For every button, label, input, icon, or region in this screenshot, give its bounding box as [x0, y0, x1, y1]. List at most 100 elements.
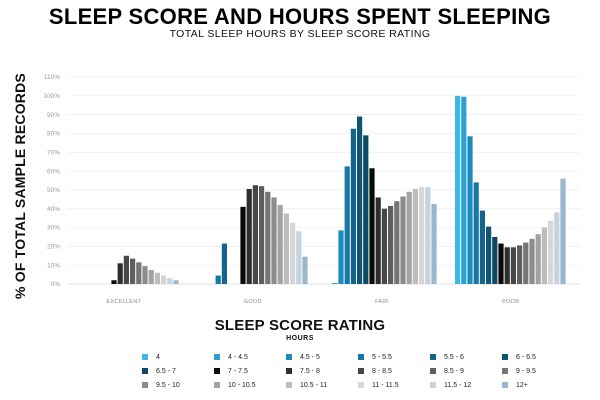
legend-swatch	[142, 354, 148, 360]
bar	[510, 247, 516, 284]
y-tick-label: 80%	[47, 131, 60, 138]
legend-item: 7.5 - 8	[286, 366, 320, 376]
y-tick-labels: 0% 10% 20% 30% 40% 50% 60% 70% 80% 90% 100% 110%	[43, 74, 60, 288]
bar	[215, 275, 221, 284]
chart-title: SLEEP SCORE AND HOURS SPENT SLEEPING	[48, 4, 552, 29]
legend-swatch	[286, 354, 292, 360]
legend-swatch	[502, 354, 508, 360]
legend-label: 11 - 11.5	[372, 381, 399, 389]
bar	[117, 263, 123, 284]
legend-item: 6.5 - 7	[142, 366, 176, 376]
category-label: EXCELLENT	[106, 299, 141, 305]
legend-swatch	[502, 368, 508, 374]
bar	[167, 278, 173, 284]
bar	[246, 188, 252, 284]
legend-swatch	[358, 368, 364, 374]
bar	[535, 234, 541, 284]
legend-swatch	[142, 382, 148, 388]
legend-item: 6 - 6.5	[502, 352, 536, 362]
bar	[369, 168, 375, 284]
legend-item: 10 - 10.5	[214, 380, 256, 390]
legend-label: 7.5 - 8	[300, 367, 320, 375]
bar	[554, 212, 560, 284]
bar	[473, 182, 479, 284]
bar	[467, 136, 473, 284]
chart-plot: 0% 10% 20% 30% 40% 50% 60% 70% 80% 90% 100% 110% EX…	[43, 74, 580, 305]
legend-label: 6.5 - 7	[156, 367, 176, 375]
legend-label: 5.5 - 6	[444, 353, 464, 361]
legend-label: 10 - 10.5	[228, 381, 256, 389]
bar	[425, 187, 431, 284]
bar	[332, 283, 338, 284]
legend-item: 5 - 5.5	[358, 352, 392, 362]
legend-swatch	[214, 368, 220, 374]
legend-item: 8.5 - 9	[430, 366, 464, 376]
legend-item: 9 - 9.5	[502, 366, 536, 376]
bar	[529, 238, 535, 284]
y-tick-label: 70%	[47, 149, 60, 156]
bar	[161, 275, 167, 284]
y-tick-label: 40%	[47, 206, 60, 213]
legend-item: 5.5 - 6	[430, 352, 464, 362]
bar	[541, 227, 547, 284]
bar	[136, 262, 142, 284]
y-tick-label: 20%	[47, 244, 60, 251]
legend-label: 6 - 6.5	[516, 353, 536, 361]
bar	[344, 166, 350, 284]
legend-label: 9 - 9.5	[516, 367, 536, 375]
y-tick-label: 110%	[44, 74, 60, 81]
legend-item: 11.5 - 12	[430, 380, 471, 390]
bars	[111, 95, 566, 285]
y-tick-label: 90%	[47, 112, 60, 119]
legend-label: 4 - 4.5	[228, 353, 248, 361]
legend-label: 5 - 5.5	[372, 353, 392, 361]
bar	[265, 191, 271, 284]
legend-label: 8 - 8.5	[372, 367, 392, 375]
bar	[148, 269, 154, 284]
legend-item: 12+	[502, 380, 528, 390]
bar	[381, 208, 387, 284]
bar	[504, 247, 510, 284]
bar	[461, 96, 467, 284]
category-label: FAIR	[375, 299, 388, 305]
bar	[455, 95, 461, 284]
y-tick-label: 50%	[47, 187, 60, 194]
legend-item: 10.5 - 11	[286, 380, 327, 390]
bar	[277, 204, 283, 284]
bar	[419, 187, 425, 284]
bar	[221, 243, 227, 284]
bar	[517, 245, 523, 284]
legend-label: 4	[156, 353, 160, 361]
legend: 4 4 - 4.5 4.5 - 5 5 - 5.5 5.5 - 6 6 - 6.5 6.5 …	[142, 352, 582, 398]
bar	[548, 220, 554, 284]
y-tick-label: 10%	[47, 262, 60, 269]
legend-label: 9.5 - 10	[156, 381, 180, 389]
legend-item: 11 - 11.5	[358, 380, 399, 390]
legend-swatch	[214, 382, 220, 388]
bar	[350, 128, 356, 284]
legend-label: 4.5 - 5	[300, 353, 320, 361]
bar	[560, 178, 566, 284]
legend-swatch	[214, 354, 220, 360]
bar	[375, 197, 381, 284]
bar	[123, 255, 129, 284]
legend-swatch	[502, 382, 508, 388]
bar	[412, 188, 418, 284]
category-label: POOR	[502, 299, 519, 305]
bar	[394, 201, 400, 284]
bar	[357, 116, 363, 285]
bar	[259, 186, 265, 284]
bar	[111, 280, 117, 284]
legend-swatch	[358, 354, 364, 360]
bar	[523, 242, 529, 284]
bar	[363, 135, 369, 284]
legend-swatch	[286, 368, 292, 374]
bar	[271, 197, 277, 284]
bar	[296, 231, 302, 284]
bar	[173, 280, 179, 284]
y-tick-label: 100%	[43, 93, 60, 100]
legend-swatch	[358, 382, 364, 388]
bar	[479, 210, 485, 284]
bar	[431, 204, 437, 284]
legend-swatch	[430, 382, 436, 388]
